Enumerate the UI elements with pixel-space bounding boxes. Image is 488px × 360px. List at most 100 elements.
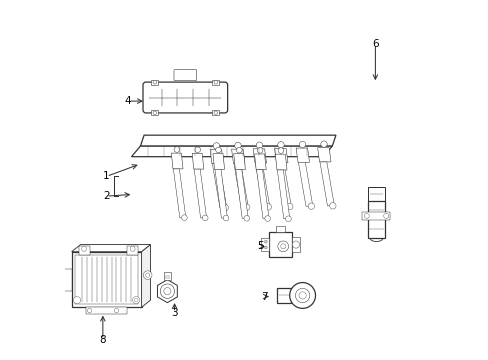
Circle shape [130,246,135,251]
Circle shape [153,81,156,84]
Circle shape [223,215,228,221]
Circle shape [215,147,221,153]
Polygon shape [291,237,299,252]
Polygon shape [317,148,330,162]
Polygon shape [260,238,268,251]
Circle shape [202,215,207,221]
Bar [127,246,138,255]
Circle shape [285,216,291,221]
Polygon shape [210,149,223,164]
Polygon shape [233,154,245,170]
FancyBboxPatch shape [142,82,227,113]
Text: 1: 1 [103,171,109,181]
Text: 4: 4 [124,96,131,106]
Polygon shape [235,170,248,218]
Polygon shape [157,280,177,303]
Bar [212,110,219,116]
Polygon shape [72,252,142,307]
Polygon shape [72,244,150,252]
Circle shape [277,141,284,148]
Text: 7: 7 [261,292,267,302]
Circle shape [264,216,270,221]
Circle shape [307,203,314,210]
Circle shape [222,204,228,211]
Circle shape [383,213,388,219]
Circle shape [299,141,305,148]
Bar [163,272,171,280]
Polygon shape [296,148,309,162]
Polygon shape [319,162,334,206]
Bar [367,201,385,238]
Polygon shape [231,149,244,163]
Polygon shape [275,154,286,170]
Polygon shape [171,153,183,169]
Polygon shape [173,169,185,218]
Bar [362,212,389,220]
Polygon shape [194,169,206,218]
Circle shape [320,141,326,147]
Circle shape [264,246,267,249]
Polygon shape [215,169,227,218]
Circle shape [329,203,335,209]
Bar [268,232,291,257]
Circle shape [278,148,283,153]
Circle shape [244,216,249,221]
Polygon shape [276,163,291,207]
Polygon shape [298,162,312,206]
Bar [151,80,158,85]
Circle shape [143,271,152,279]
Circle shape [214,111,217,114]
Circle shape [298,292,305,299]
Polygon shape [212,164,226,208]
Polygon shape [140,135,335,146]
Polygon shape [256,170,268,219]
Polygon shape [131,146,332,157]
Circle shape [132,297,140,304]
Circle shape [264,240,267,243]
Circle shape [257,148,263,153]
Text: 3: 3 [171,308,178,318]
Polygon shape [192,153,203,169]
Circle shape [213,143,219,149]
Bar [212,80,219,85]
Circle shape [289,283,315,309]
Bar [367,187,384,201]
Circle shape [236,147,242,153]
Polygon shape [254,154,265,170]
Circle shape [364,213,368,219]
Bar [276,226,284,232]
Circle shape [163,288,171,295]
Circle shape [87,309,92,313]
Polygon shape [253,149,266,163]
Bar [79,246,89,255]
Circle shape [174,147,180,152]
Text: 6: 6 [371,39,378,49]
Polygon shape [142,244,150,307]
Circle shape [292,241,299,248]
Circle shape [81,246,86,251]
FancyBboxPatch shape [174,69,196,81]
Circle shape [160,284,174,298]
Circle shape [214,81,217,84]
Bar [75,255,138,304]
Circle shape [195,147,200,153]
Polygon shape [61,269,72,291]
Bar [86,307,127,314]
Bar [151,110,158,116]
Circle shape [243,204,249,211]
Circle shape [134,298,138,302]
Text: 5: 5 [257,241,264,251]
Circle shape [256,142,262,148]
Polygon shape [274,148,287,163]
Polygon shape [233,163,248,207]
Circle shape [295,288,309,303]
Circle shape [73,297,81,304]
Circle shape [277,241,288,252]
Circle shape [181,215,187,220]
Circle shape [264,204,271,210]
Text: 2: 2 [103,191,109,201]
Text: 8: 8 [100,334,106,345]
Bar [277,288,290,303]
Circle shape [234,142,241,149]
Circle shape [114,309,119,313]
